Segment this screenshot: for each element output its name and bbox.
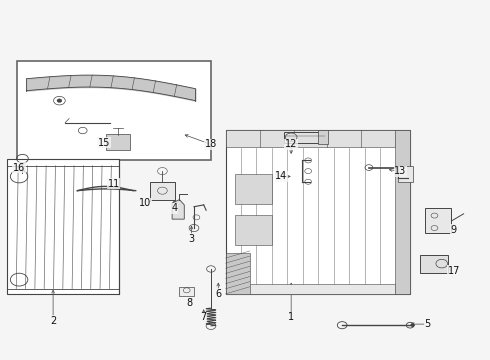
Text: 14: 14 [275,171,288,181]
Text: 16: 16 [13,163,25,172]
Text: 9: 9 [451,225,457,235]
Text: 5: 5 [424,319,430,329]
Text: 7: 7 [200,312,207,322]
Circle shape [57,99,62,103]
Text: 12: 12 [285,139,297,149]
Bar [150,182,174,199]
Polygon shape [172,199,184,219]
Text: 1: 1 [288,312,294,322]
Bar [17,61,211,161]
Bar [235,215,272,245]
Bar [225,130,395,147]
Bar [7,159,119,294]
Bar [179,287,194,296]
Circle shape [411,324,414,326]
Bar [425,208,451,233]
Bar [398,166,413,182]
Text: 3: 3 [189,234,195,244]
Text: 10: 10 [139,198,151,208]
Text: 17: 17 [448,266,460,276]
Bar [225,130,410,294]
Bar [225,284,395,294]
Bar [235,174,272,204]
Bar [284,132,325,143]
Polygon shape [225,253,250,294]
Text: 2: 2 [50,316,56,325]
Polygon shape [395,130,410,294]
Text: 8: 8 [186,298,192,308]
Bar [105,134,130,150]
Bar [318,130,328,144]
Text: 13: 13 [394,166,407,176]
Bar [420,255,448,273]
Text: 15: 15 [98,138,110,148]
Text: 6: 6 [215,289,221,299]
Text: 4: 4 [172,203,177,213]
Text: 11: 11 [108,179,120,189]
Text: 18: 18 [205,139,217,149]
